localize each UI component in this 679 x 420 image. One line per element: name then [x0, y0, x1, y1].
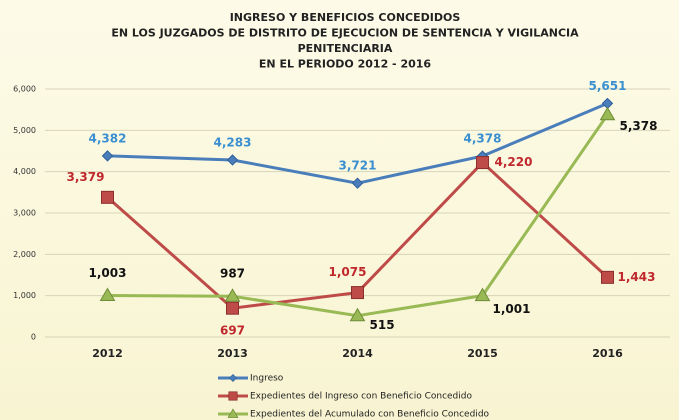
x-tick-label: 2013 [217, 347, 248, 360]
data-label: 3,379 [67, 170, 105, 184]
x-tick-label: 2014 [342, 347, 373, 360]
x-tick-label: 2015 [467, 347, 498, 360]
chart-title: PENITENCIARIA [298, 42, 393, 55]
marker [349, 307, 366, 322]
data-label: 5,651 [589, 79, 627, 93]
marker [474, 287, 491, 302]
data-label: 515 [370, 318, 395, 332]
series-line [107, 113, 609, 318]
marker [229, 374, 237, 382]
chart-title: EN EL PERIODO 2012 - 2016 [259, 58, 432, 71]
marker [228, 391, 238, 401]
marker [351, 177, 364, 189]
legend-label: Expedientes del Acumulado con Beneficio … [250, 410, 490, 420]
data-label: 4,382 [89, 131, 127, 145]
data-label: 4,378 [464, 132, 502, 146]
y-tick-label: 4,000 [13, 167, 36, 176]
data-label: 1,003 [89, 266, 127, 280]
y-tick-label: 5,000 [13, 126, 36, 135]
marker [227, 408, 239, 418]
marker [599, 106, 616, 121]
y-tick-label: 6,000 [13, 85, 36, 94]
data-label: 1,075 [329, 265, 367, 279]
marker [601, 270, 614, 284]
y-tick-label: 3,000 [13, 209, 36, 218]
data-label: 5,378 [620, 119, 658, 133]
data-label: 697 [220, 324, 245, 338]
y-tick-label: 1,000 [13, 291, 36, 300]
x-tick-label: 2012 [92, 347, 123, 360]
data-label: 4,220 [495, 155, 533, 169]
chart-title: INGRESO Y BENEFICIOS CONCEDIDOS [230, 11, 461, 24]
data-label: 4,283 [214, 135, 252, 149]
marker [476, 156, 489, 170]
marker [226, 154, 239, 166]
marker [99, 287, 116, 302]
legend-label: Ingreso [250, 374, 284, 384]
chart-title: EN LOS JUZGADOS DE DISTRITO DE EJECUCION… [111, 27, 579, 40]
x-tick-label: 2016 [592, 347, 623, 360]
marker [351, 286, 364, 300]
data-label: 1,001 [493, 302, 531, 316]
y-tick-label: 2,000 [13, 250, 36, 259]
marker [226, 301, 239, 315]
legend-label: Expedientes del Ingreso con Beneficio Co… [250, 392, 472, 402]
data-label: 3,721 [339, 159, 377, 173]
marker [224, 288, 241, 302]
marker [101, 190, 114, 204]
data-label: 1,443 [618, 270, 656, 284]
data-label: 987 [220, 267, 245, 281]
marker [101, 150, 114, 162]
y-tick-label: 0 [31, 333, 36, 342]
